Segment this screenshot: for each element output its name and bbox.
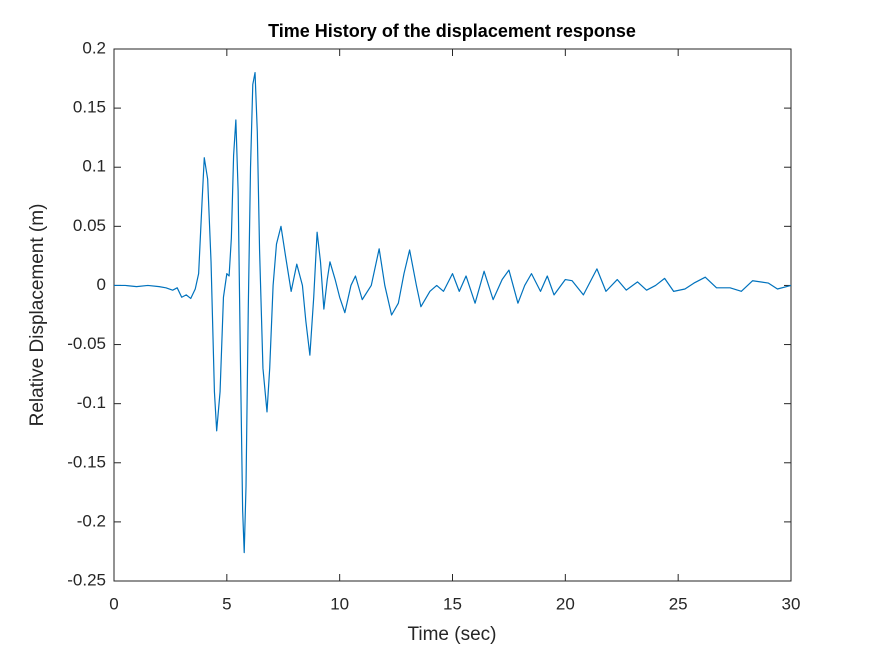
data-line — [114, 72, 792, 554]
x-tick-label: 15 — [443, 594, 462, 613]
x-tick-label: 10 — [330, 594, 349, 613]
x-tick-label: 30 — [782, 594, 801, 613]
y-tick-label: -0.1 — [77, 393, 106, 412]
y-tick-label: -0.05 — [67, 334, 106, 353]
x-tick-label: 5 — [222, 594, 231, 613]
chart-title: Time History of the displacement respons… — [268, 21, 636, 41]
y-tick-label: -0.15 — [67, 452, 106, 471]
x-axis-label: Time (sec) — [407, 624, 496, 645]
plot-area — [113, 48, 792, 582]
x-tick-label: 0 — [109, 594, 118, 613]
y-tick-label: -0.2 — [77, 511, 106, 530]
x-tick-label: 25 — [669, 594, 688, 613]
y-tick-label: 0.2 — [82, 38, 106, 57]
y-tick-label: -0.25 — [67, 570, 106, 589]
y-tick-label: 0.1 — [82, 157, 106, 176]
x-tick-label: 20 — [556, 594, 575, 613]
y-tick-label: 0 — [97, 275, 106, 294]
y-tick-label: 0.05 — [73, 216, 106, 235]
y-tick-label: 0.15 — [73, 98, 106, 117]
y-axis-label: Relative Displacement (m) — [27, 204, 48, 427]
